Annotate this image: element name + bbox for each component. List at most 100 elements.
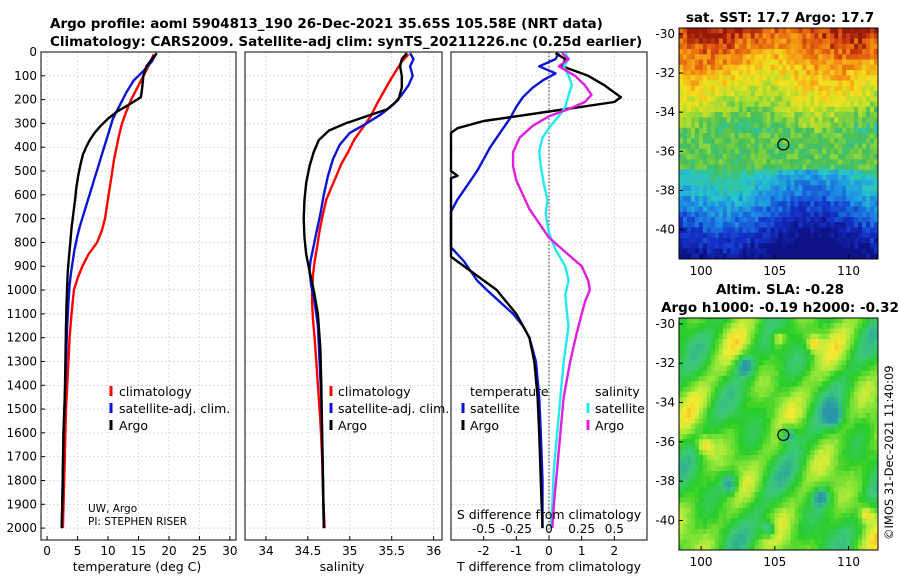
map-cell [722, 492, 728, 498]
map-cell [798, 344, 803, 351]
map-cell [846, 349, 851, 356]
map-cell [802, 122, 807, 129]
map-cell [826, 185, 831, 192]
map-cell [726, 122, 732, 129]
map-cell [694, 243, 700, 249]
map-cell [830, 333, 835, 340]
map-cell [802, 449, 807, 456]
map-cell [850, 323, 855, 329]
map-cell [766, 486, 771, 493]
map-cell [802, 133, 807, 139]
map-cell [846, 455, 851, 461]
map-cell [746, 80, 752, 87]
map-cell [822, 481, 827, 488]
map-cell [750, 232, 756, 239]
map-cell [702, 497, 708, 503]
map-cell [846, 43, 851, 50]
map-cell [838, 253, 843, 260]
map-cell [762, 344, 767, 351]
map-cell [690, 539, 696, 546]
map-cell [794, 423, 799, 430]
map-cell [858, 328, 863, 335]
map-cell [834, 402, 839, 409]
map-cell [838, 227, 843, 234]
map-cell [874, 148, 879, 155]
map-cell [690, 523, 696, 530]
map-cell [806, 243, 811, 249]
map-cell [850, 523, 855, 530]
map-cell [826, 328, 831, 335]
map-cell [706, 523, 712, 530]
map-cell [718, 518, 724, 525]
map-cell [762, 253, 767, 260]
map-cell [798, 33, 803, 39]
map-cell [702, 217, 708, 223]
map-cell [822, 222, 827, 228]
map-y-tick-label: -32 [655, 356, 675, 370]
map-cell [814, 465, 819, 472]
map-cell [742, 534, 748, 540]
map-cell [679, 180, 684, 186]
map-cell [682, 206, 688, 213]
map-cell [694, 502, 700, 509]
map-cell [826, 370, 831, 377]
map-cell [826, 492, 831, 498]
map-cell [714, 164, 720, 171]
map-cell [766, 185, 771, 192]
map-cell [874, 117, 879, 123]
map-cell [702, 381, 708, 387]
map-cell [866, 43, 871, 50]
map-cell [762, 96, 767, 102]
map-cell [786, 476, 791, 482]
map-cell [714, 143, 720, 150]
map-cell [850, 64, 855, 71]
map-cell [862, 328, 867, 335]
map-cell [826, 64, 831, 71]
map-cell [850, 407, 855, 414]
map-cell [766, 91, 771, 97]
map-cell [826, 360, 831, 366]
map-cell [838, 365, 843, 372]
map-cell [690, 196, 696, 202]
map-cell [738, 232, 744, 239]
map-cell [818, 38, 823, 45]
map-cell [694, 481, 700, 488]
map-cell [830, 112, 835, 118]
map-cell [710, 465, 716, 472]
map-cell [846, 75, 851, 81]
map-cell [738, 470, 744, 477]
map-cell [822, 106, 827, 113]
map-cell [786, 339, 791, 345]
map-cell [814, 112, 819, 118]
map-cell [758, 502, 763, 509]
map-cell [714, 323, 720, 329]
map-cell [682, 391, 688, 398]
map-cell [774, 122, 779, 129]
map-cell [762, 133, 767, 139]
y-tick-label: 700 [14, 212, 37, 226]
map-cell [838, 397, 843, 403]
map-cell [702, 59, 708, 66]
map-cell [794, 544, 799, 551]
map-cell [810, 211, 815, 218]
map-cell [846, 360, 851, 366]
map-cell [726, 318, 732, 324]
map-cell [730, 70, 736, 76]
map-cell [798, 180, 803, 186]
map-cell [854, 497, 859, 503]
map-cell [794, 486, 799, 493]
map-cell [686, 106, 692, 113]
map-cell [722, 423, 728, 430]
map-cell [786, 349, 791, 356]
map-cell [822, 232, 827, 239]
map-cell [766, 370, 771, 377]
map-cell [766, 196, 771, 202]
map-cell [774, 455, 779, 461]
map-cell [746, 423, 752, 430]
map-cell [686, 175, 692, 181]
map-cell [822, 64, 827, 71]
map-cell [690, 391, 696, 398]
map-cell [834, 523, 839, 530]
map-cell [870, 523, 875, 530]
map-cell [710, 64, 716, 71]
